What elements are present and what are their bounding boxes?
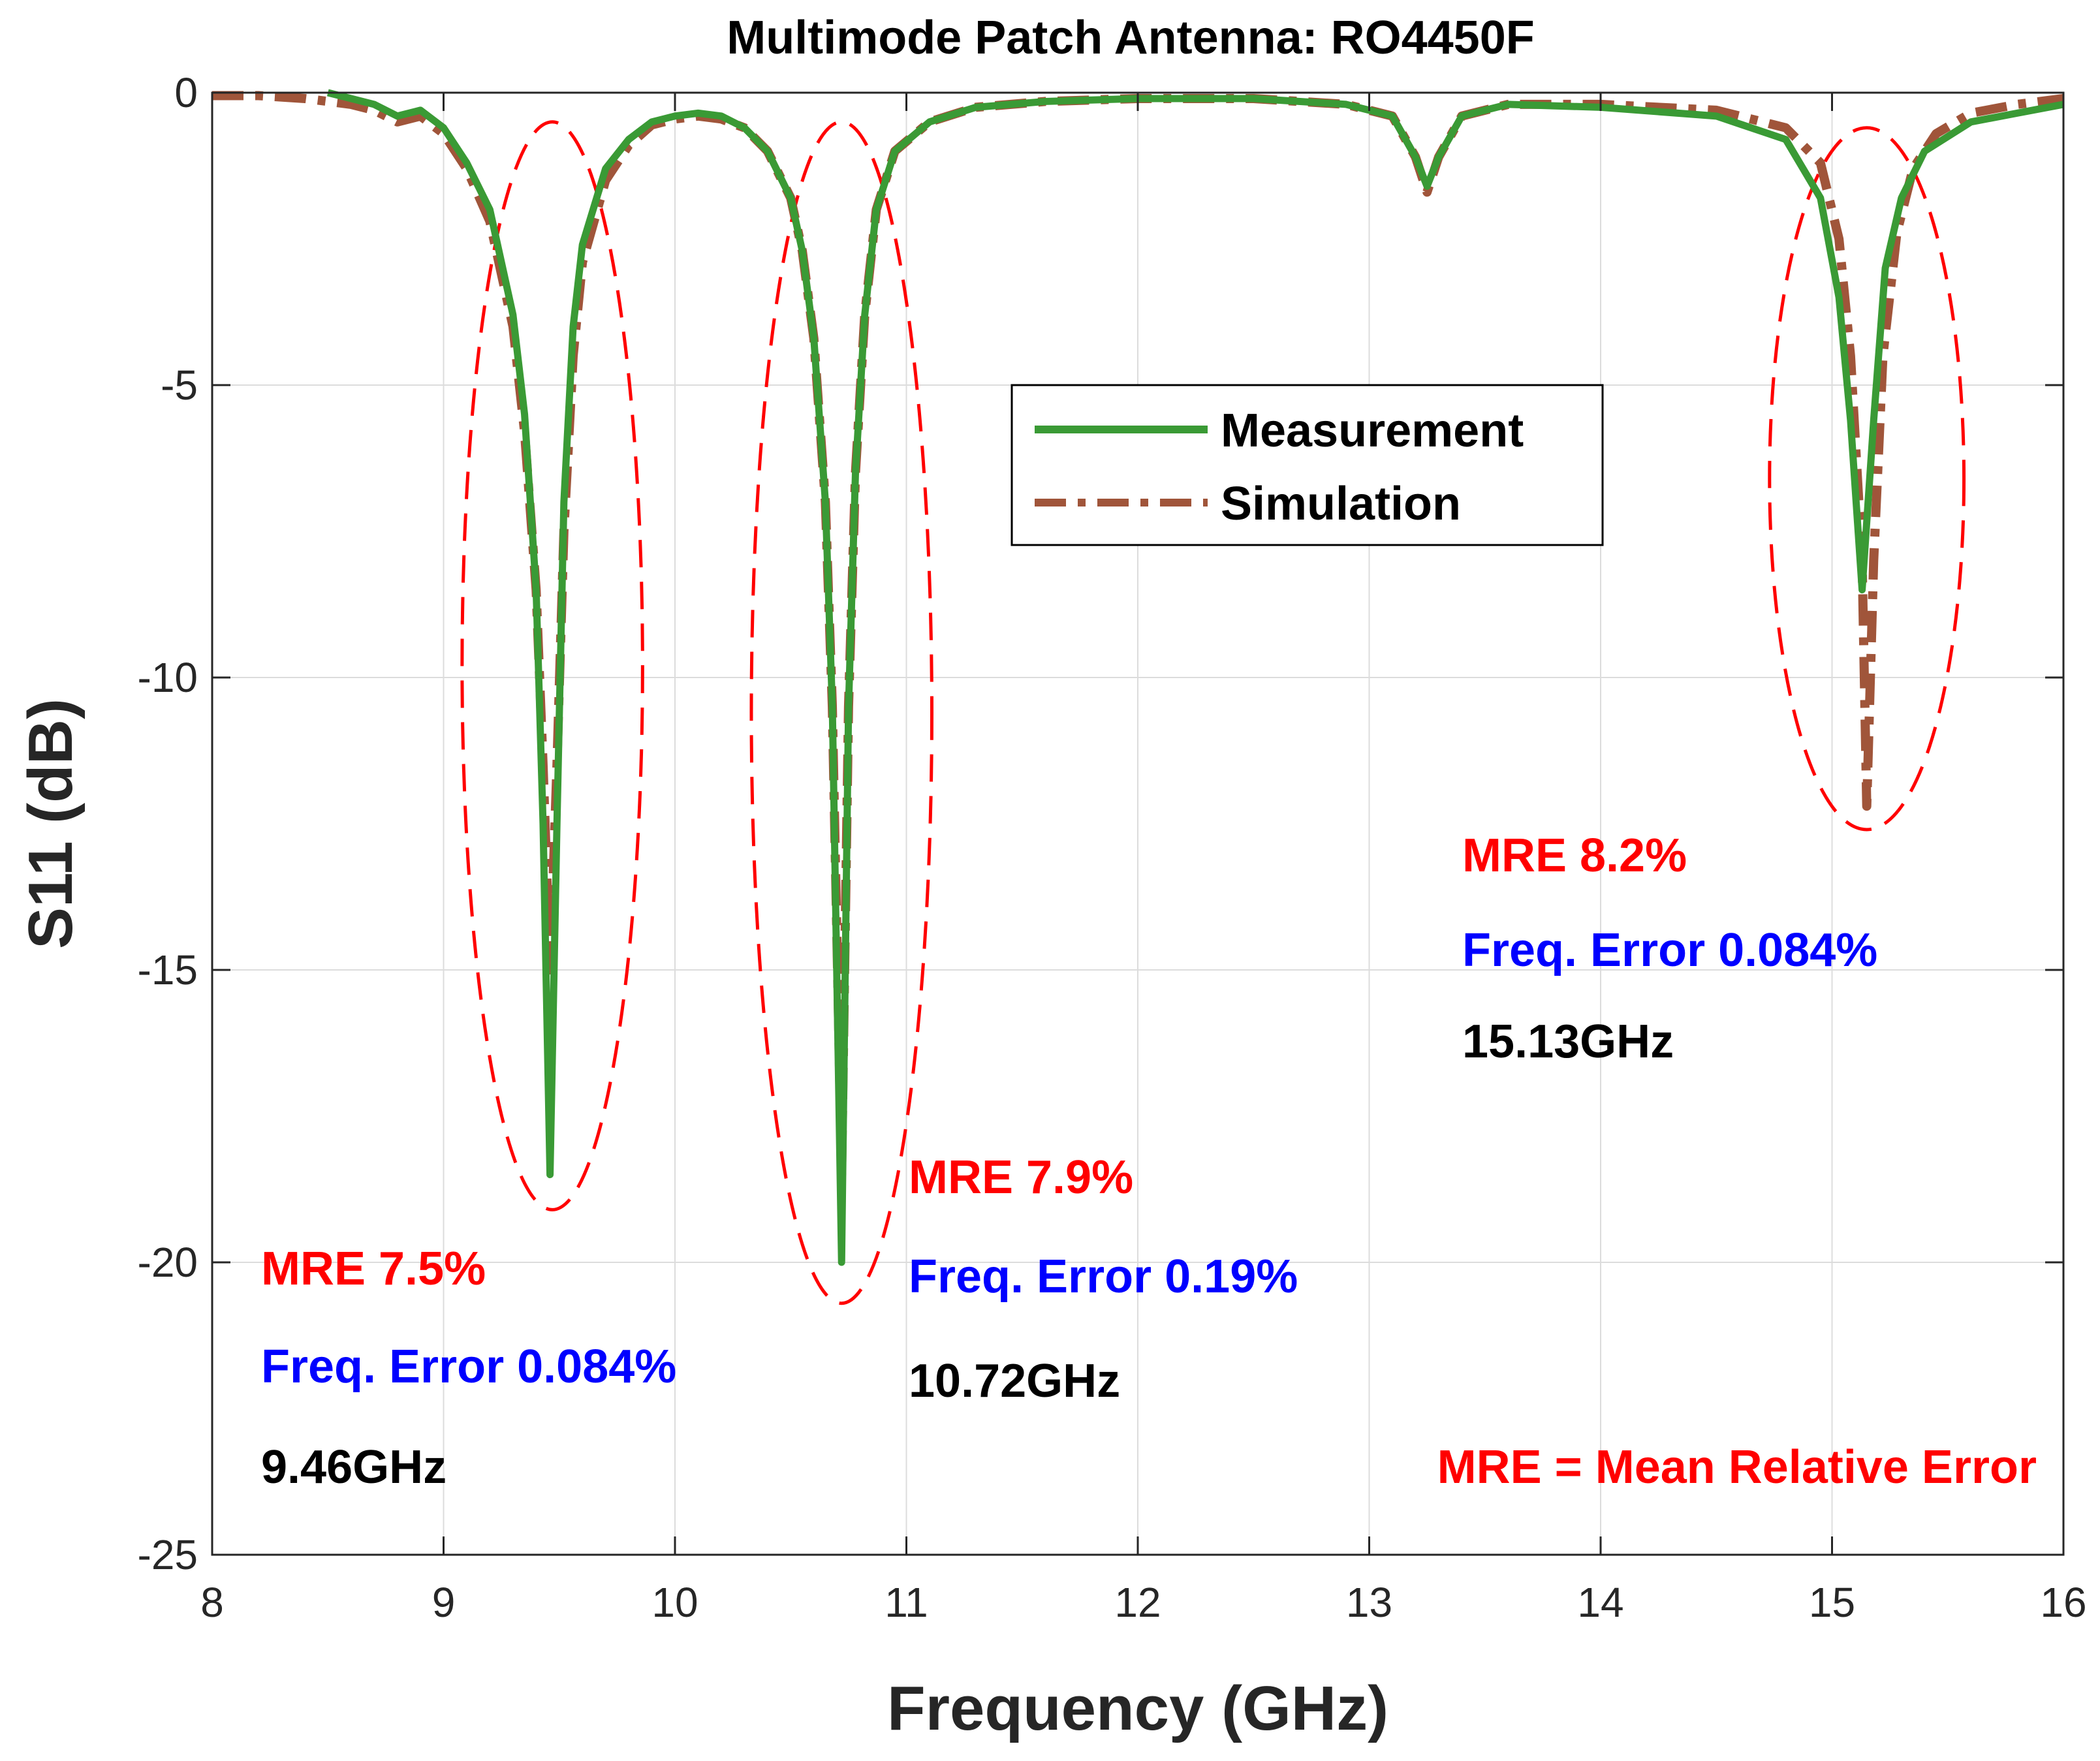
- footnote-mre-definition: MRE = Mean Relative Error: [1437, 1441, 2037, 1493]
- measurement-series-line: [326, 89, 2065, 1266]
- series-lines: [212, 89, 2065, 1266]
- error-ellipse-1: [460, 120, 644, 1211]
- y-axis-label: S11 (dB): [16, 698, 86, 949]
- y-tick-label: -5: [161, 362, 198, 409]
- y-tick-label: -10: [138, 654, 198, 701]
- y-tick-label: -15: [138, 946, 198, 993]
- legend-measurement-label: Measurement: [1221, 405, 1524, 457]
- x-tick-label: 12: [1114, 1579, 1161, 1626]
- legend-simulation-label: Simulation: [1221, 478, 1461, 530]
- x-tick-label: 13: [1346, 1579, 1392, 1626]
- annotation-freq-3: 15.13GHz: [1462, 1016, 1674, 1068]
- error-ellipses: [460, 120, 1966, 1305]
- annotation-freq-1: 9.46GHz: [261, 1441, 447, 1493]
- annotation-mre-1: MRE 7.5%: [261, 1243, 486, 1295]
- legend-box: [1011, 384, 1604, 546]
- tick-marks: [211, 91, 2065, 1556]
- annotation-mre-3: MRE 8.2%: [1462, 830, 1687, 882]
- x-tick-label: 8: [200, 1579, 224, 1626]
- y-tick-label: -20: [138, 1239, 198, 1286]
- annotation-freq-2: 10.72GHz: [909, 1355, 1120, 1407]
- legend: Measurement Simulation: [1011, 384, 1604, 546]
- annotation-freq-error-1: Freq. Error 0.084%: [261, 1341, 676, 1393]
- x-tick-label: 16: [2040, 1579, 2086, 1626]
- annotation-freq-error-3: Freq. Error 0.084%: [1462, 924, 1877, 976]
- x-tick-label: 9: [432, 1579, 456, 1626]
- y-tick-label: 0: [174, 69, 198, 116]
- x-axis-label: Frequency (GHz): [887, 1674, 1388, 1743]
- error-ellipse-3: [1768, 126, 1966, 832]
- annotation-mre-2: MRE 7.9%: [909, 1151, 1133, 1204]
- x-tick-label: 11: [885, 1579, 928, 1626]
- y-tick-label: -25: [138, 1531, 198, 1578]
- annotation-freq-error-2: Freq. Error 0.19%: [909, 1251, 1298, 1303]
- x-tick-label: 14: [1577, 1579, 1623, 1626]
- error-ellipse-2: [749, 120, 933, 1305]
- x-tick-label: 10: [651, 1579, 698, 1626]
- chart-title: Multimode Patch Antenna: RO4450F: [727, 12, 1535, 64]
- x-tick-label: 15: [1809, 1579, 1855, 1626]
